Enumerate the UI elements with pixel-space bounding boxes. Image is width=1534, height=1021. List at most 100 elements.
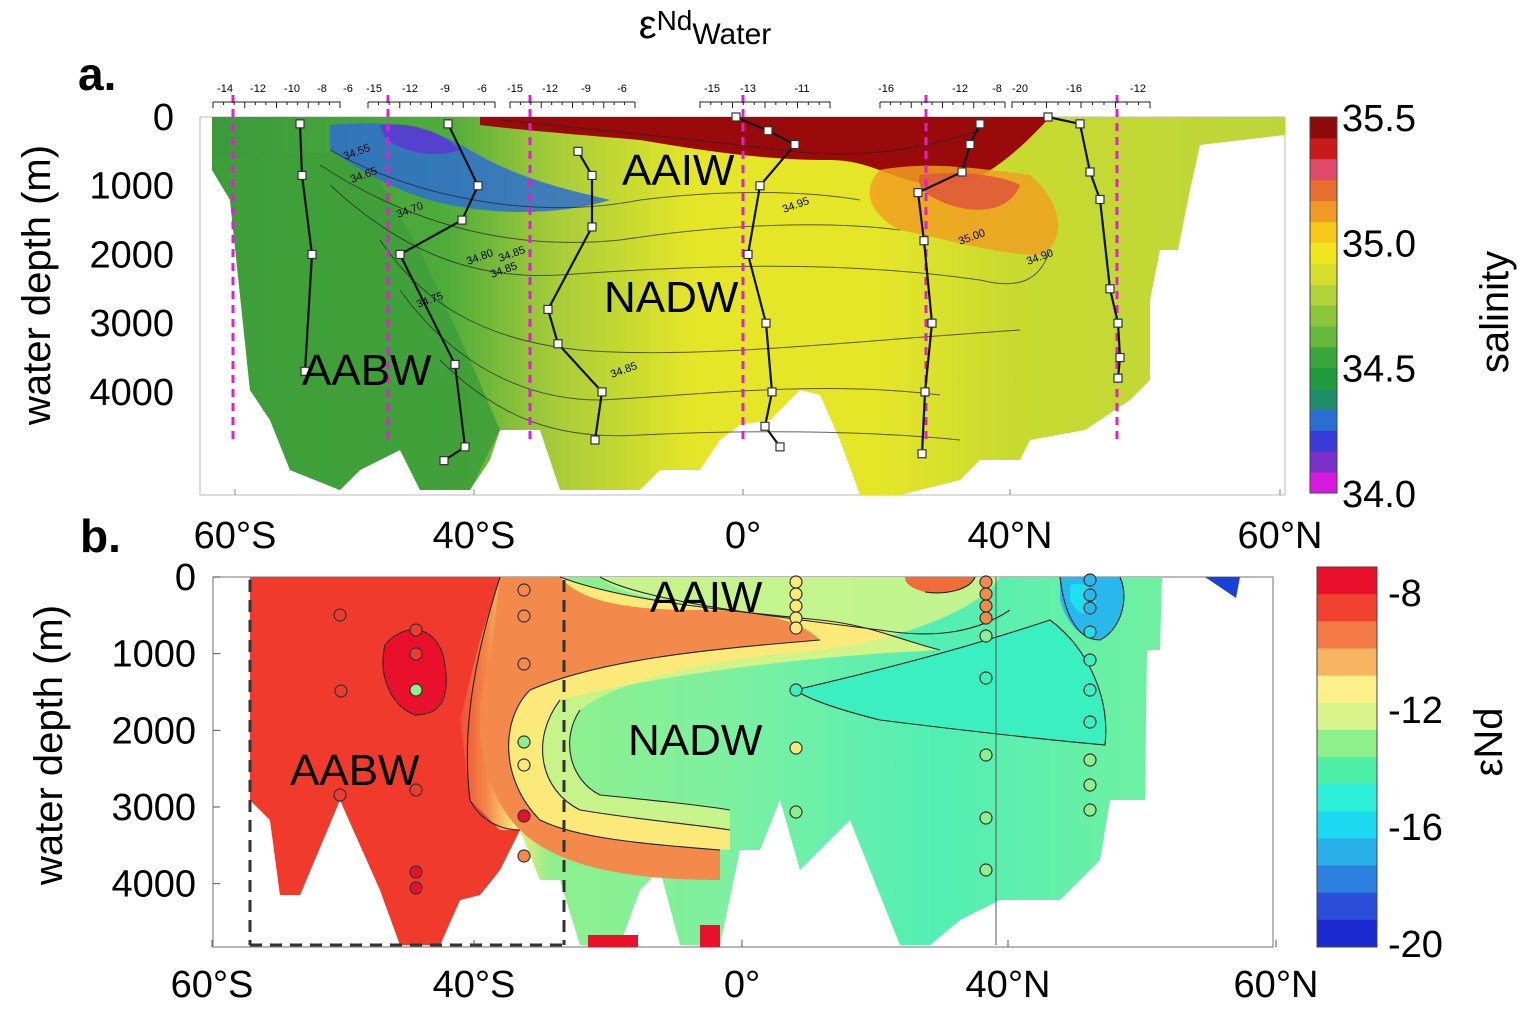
panel-a-profile-marker (763, 126, 773, 136)
panel-b-nw-corner (1205, 577, 1240, 598)
panel-b-colorbar-swatch (1317, 811, 1377, 839)
panel-a-profile-marker (307, 249, 317, 260)
panel-a-profile-marker (473, 181, 483, 191)
panel-a-profile-marker (1113, 318, 1123, 328)
panel-a-profile-marker (395, 249, 405, 260)
panel-b-sample-point (1083, 803, 1097, 817)
panel-a-x-tick-label: 60°N (1238, 515, 1323, 557)
panel-b-colorbar-swatch (1317, 892, 1377, 921)
panel-b: b. (27, 510, 1511, 1006)
panel-b-sample-point (517, 849, 531, 863)
panel-a-mini-scale-label: -15 (366, 83, 382, 95)
panel-b-aabw-region (250, 577, 520, 945)
panel-b-bottom-red-2 (700, 925, 720, 947)
panel-a-mini-scale-label: -16 (878, 83, 894, 95)
panel-b-y-ticks: 0 1000 2000 3000 4000 (111, 557, 220, 906)
panel-b-sample-point (979, 863, 993, 877)
panel-b-ylabel: water depth (m) (27, 605, 71, 886)
panel-b-bottom-red-1 (588, 935, 638, 947)
panel-a-x-tick-label: 60°S (194, 515, 277, 557)
panel-b-sample-point (1083, 683, 1097, 697)
panel-b-y-tick-label: 2000 (111, 710, 196, 752)
panel-b-colorbar-tick-label: -8 (1388, 573, 1422, 615)
panel-a-profile-marker (965, 139, 975, 150)
panel-b-sample-point (979, 599, 993, 613)
panel-b-sample-point (789, 587, 803, 601)
panel-b-sample-point (517, 758, 531, 772)
figure-title: εNdWater (639, 3, 772, 51)
panel-a-profile-line (298, 123, 314, 372)
panel-b-sample-point (1083, 625, 1097, 639)
panel-b-sample-point (409, 647, 423, 661)
panel-a-colorbar-swatch (1310, 158, 1337, 181)
panel-b-colorbar-swatch (1317, 865, 1377, 894)
panel-b-colorbar-tick-label: -16 (1388, 807, 1443, 849)
panel-a-colorbar-swatch (1310, 430, 1337, 452)
panel-a-label: a. (78, 48, 116, 100)
panel-a-profile-marker (775, 442, 785, 452)
panel-a-mini-scale-label: -12 (952, 83, 968, 95)
panel-a-x-tick-label: 40°S (433, 515, 516, 557)
panel-b-sample-point (1083, 573, 1097, 587)
panel-a-mini-scale-label: -12 (542, 83, 558, 95)
panel-a-mini-scale-label: -6 (617, 83, 627, 95)
panel-b-colorbar-swatch (1317, 648, 1377, 677)
panel-a-mini-scale-label: -10 (284, 83, 300, 95)
panel-b-sample-point (979, 587, 993, 601)
panel-a-colorbar-swatch (1310, 221, 1337, 243)
panel-a-profile-marker (1115, 352, 1125, 363)
panel-a-contours (319, 119, 1051, 441)
panel-a-mini-scale-label: -14 (217, 83, 233, 95)
panel-a-colorbar-swatch (1310, 284, 1337, 306)
panel-a-colorbar-tick-label: 35.0 (1342, 223, 1416, 265)
panel-a-aaiw-core (380, 124, 460, 155)
panel-a-colorbar-swatch (1310, 367, 1337, 390)
panel-b-colorbar-swatch (1317, 838, 1377, 867)
panel-a-mini-scale-label: -8 (992, 83, 1002, 95)
panel-a-aabw-label: AABW (302, 346, 432, 395)
panel-b-sample-point (517, 735, 531, 749)
panel-b-band-orange (480, 577, 820, 880)
panel-a: a. (15, 48, 1517, 557)
panel-a-colorbar-swatch (1310, 242, 1337, 264)
panel-b-y-tick-label: 1000 (111, 634, 196, 676)
panel-a-profile-marker (587, 170, 597, 181)
panel-a-profile-marker (731, 112, 741, 122)
panel-a-profiles: -14 -12 -10 -8 -6 -15 -12 -9 -6 -15 -12 -9 -6 -15 -13 -… (212, 83, 1151, 466)
panel-a-x-tick-label: 40°N (968, 515, 1053, 557)
panel-b-colorbar-swatch (1317, 621, 1377, 649)
panel-b-sample-point (789, 599, 803, 613)
panel-b-sample-point (1083, 653, 1097, 667)
panel-b-y-tick-label: 0 (175, 557, 196, 599)
panel-a-colorbar-swatch (1310, 117, 1337, 139)
panel-a-nadw-label: NADW (604, 273, 739, 322)
panel-b-y-tick-label: 4000 (111, 864, 196, 906)
panel-a-y-ticks: 0 1000 2000 3000 4000 (89, 97, 174, 414)
panel-b-nadw-label: NADW (628, 716, 763, 765)
panel-b-x-tick-label: 60°N (1234, 964, 1319, 1006)
panel-b-sample-point (517, 583, 531, 597)
panel-b-nadw-core (795, 620, 1106, 745)
panel-a-aaiw-label: AAIW (622, 146, 735, 195)
panel-b-x-tick-label: 0° (724, 964, 760, 1006)
panel-b-sample-point (333, 788, 347, 802)
panel-a-mini-scale-label: -15 (704, 83, 720, 95)
panel-a-profile-marker (597, 387, 607, 397)
panel-a-profile-marker (1043, 112, 1053, 122)
panel-a-profile-marker (920, 387, 930, 397)
panel-b-sample-point (979, 748, 993, 762)
panel-b-sample-point (409, 683, 423, 697)
panel-a-aabw-region (212, 150, 500, 490)
panel-b-label: b. (80, 510, 121, 562)
panel-a-y-tick-label: 3000 (89, 303, 174, 345)
panel-a-profile-marker (553, 339, 563, 349)
panel-a-profile-marker (743, 249, 753, 260)
panel-a-profile-marker (450, 359, 460, 370)
panel-a-mini-scale-label: -13 (740, 83, 756, 95)
panel-a-y-tick-label: 1000 (89, 166, 174, 208)
panel-a-profile-marker (913, 188, 923, 198)
panel-b-sample-point (789, 741, 803, 755)
panel-a-profile-marker (1075, 119, 1085, 129)
panel-a-colorbar: 35.5 35.0 34.5 34.0 (1309, 98, 1416, 516)
panel-b-x-tick-label: 40°N (966, 964, 1051, 1006)
